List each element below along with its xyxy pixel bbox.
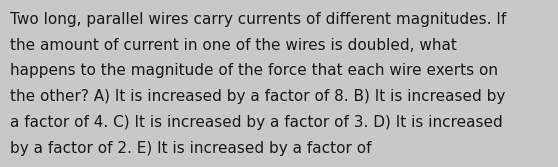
Text: happens to the magnitude of the force that each wire exerts on: happens to the magnitude of the force th… xyxy=(10,63,498,78)
Text: Two long, parallel wires carry currents of different magnitudes. If: Two long, parallel wires carry currents … xyxy=(10,12,506,27)
Text: a factor of 4. C) It is increased by a factor of 3. D) It is increased: a factor of 4. C) It is increased by a f… xyxy=(10,115,503,130)
Text: by a factor of 2. E) It is increased by a factor of: by a factor of 2. E) It is increased by … xyxy=(10,141,372,156)
Text: the amount of current in one of the wires is doubled, what: the amount of current in one of the wire… xyxy=(10,38,457,53)
Text: the other? A) It is increased by a factor of 8. B) It is increased by: the other? A) It is increased by a facto… xyxy=(10,89,506,104)
